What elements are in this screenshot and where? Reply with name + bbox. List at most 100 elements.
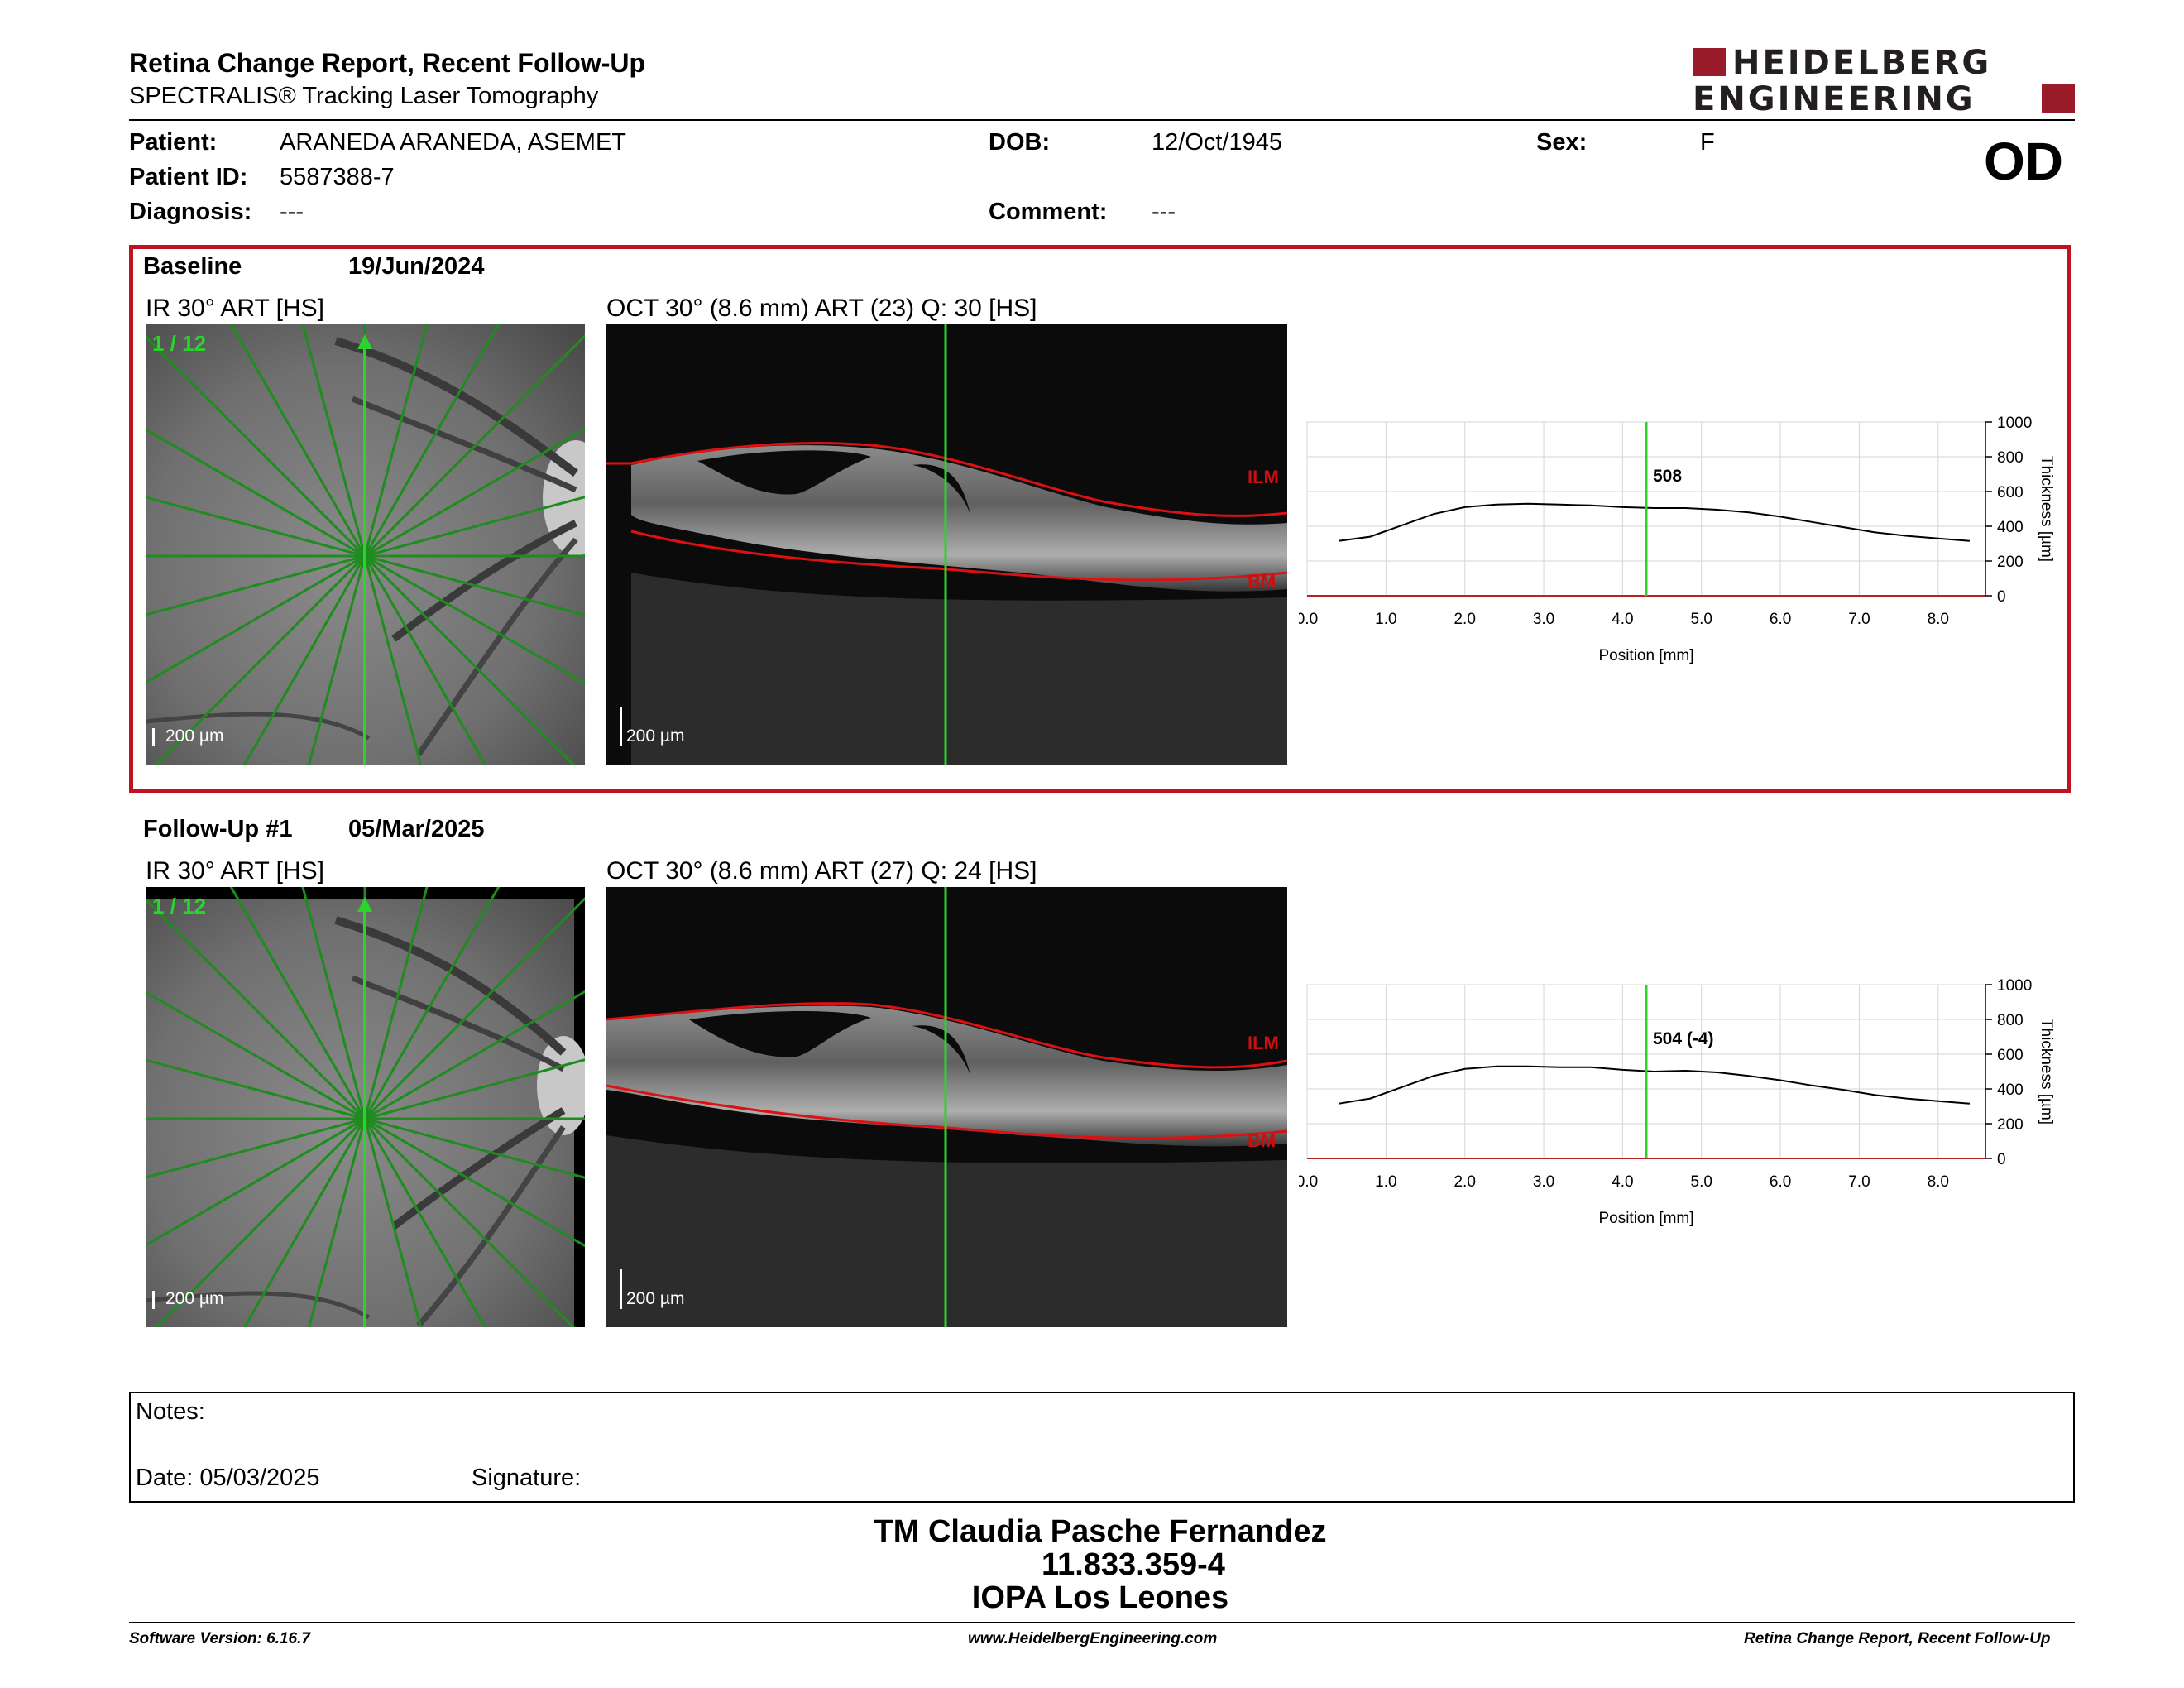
- followup-ir-scale-label: 200 µm: [165, 1289, 224, 1308]
- followup-ilm-line: [606, 1002, 1287, 1069]
- y-axis-label: Thickness [µm]: [2038, 1019, 2055, 1125]
- x-tick-label: 6.0: [1770, 611, 1791, 628]
- y-tick-label: 0: [1997, 1151, 2006, 1168]
- followup-date: 05/Mar/2025: [348, 816, 485, 842]
- signer-name: TM Claudia Pasche Fernandez: [874, 1514, 1327, 1549]
- footer-divider: [129, 1622, 2075, 1623]
- y-tick-label: 1000: [1997, 977, 2032, 995]
- x-tick-label: 1.0: [1375, 1173, 1396, 1191]
- baseline-date: 19/Jun/2024: [348, 253, 485, 280]
- scan-direction-arrow: [357, 334, 372, 349]
- x-tick-label: 2.0: [1454, 611, 1475, 628]
- y-tick-label: 600: [1997, 1047, 2024, 1064]
- y-tick-label: 1000: [1997, 415, 2032, 432]
- patient-label: Patient:: [129, 129, 218, 156]
- report-title: Retina Change Report, Recent Follow-Up: [129, 48, 646, 78]
- dob-value: 12/Oct/1945: [1152, 129, 1282, 156]
- y-tick-label: 400: [1997, 519, 2024, 536]
- followup-bm-label: BM: [1248, 1130, 1276, 1151]
- notes-box: [129, 1392, 2075, 1503]
- patient-id-label: Patient ID:: [129, 164, 248, 190]
- sex-value: F: [1700, 129, 1715, 156]
- y-tick-label: 400: [1997, 1081, 2024, 1099]
- diagnosis-value: ---: [280, 199, 304, 225]
- x-tick-label: 0.0: [1299, 611, 1318, 628]
- comment-value: ---: [1152, 199, 1176, 225]
- x-tick-label: 5.0: [1691, 611, 1712, 628]
- x-tick-label: 8.0: [1928, 611, 1949, 628]
- software-version: Software Version: 6.16.7: [129, 1630, 310, 1647]
- comment-label: Comment:: [989, 199, 1108, 225]
- signer-institution: IOPA Los Leones: [971, 1580, 1229, 1615]
- thickness-series-line: [1338, 1065, 1970, 1105]
- baseline-bm-line: [630, 530, 1287, 582]
- followup-oct-scale-bar: [620, 1269, 622, 1309]
- y-tick-label: 800: [1997, 449, 2024, 467]
- signer-id: 11.833.359-4: [1042, 1547, 1225, 1582]
- patient-id: 5587388-7: [280, 164, 395, 190]
- x-tick-label: 3.0: [1533, 1173, 1554, 1191]
- baseline-thickness-chart: 0.0 1.0 2.0 3.0 4.0 5.0 6.0 7.0 8.0 0 200 400 600 800…: [1299, 415, 2055, 664]
- dob-label: DOB:: [989, 129, 1051, 156]
- baseline-fundus-svg: [146, 324, 585, 765]
- followup-oct-bscan-image: ILM BM 200 µm: [606, 887, 1287, 1327]
- baseline-ilm-line: [606, 441, 1287, 517]
- x-axis-label: Position [mm]: [1598, 647, 1693, 664]
- followup-oct-scale-label: 200 µm: [626, 1289, 685, 1308]
- x-tick-label: 5.0: [1691, 1173, 1712, 1191]
- footer-report-name: Retina Change Report, Recent Follow-Up: [1744, 1630, 2051, 1647]
- x-tick-label: 1.0: [1375, 611, 1396, 628]
- x-tick-label: 2.0: [1454, 1173, 1475, 1191]
- y-axis-label: Thickness [µm]: [2038, 456, 2055, 562]
- website-link[interactable]: www.HeidelbergEngineering.com: [968, 1630, 1218, 1647]
- x-tick-label: 6.0: [1770, 1173, 1791, 1191]
- logo-square-bottom: [2042, 84, 2075, 113]
- baseline-ir-scale-bar: [152, 728, 155, 746]
- eye-indicator: OD: [1984, 132, 2063, 191]
- followup-thickness-chart: 0.0 1.0 2.0 3.0 4.0 5.0 6.0 7.0 8.0 0 200 400 600 800…: [1299, 977, 2055, 1227]
- followup-ir-fundus-image: 1 / 12 200 µm: [146, 887, 585, 1327]
- scan-direction-arrow: [357, 897, 372, 912]
- y-tick-label: 200: [1997, 554, 2024, 571]
- x-tick-label: 3.0: [1533, 611, 1554, 628]
- x-tick-label: 4.0: [1612, 611, 1633, 628]
- followup-ir-scale-bar: [152, 1291, 155, 1309]
- marker-value-label: 504 (-4): [1653, 1029, 1714, 1048]
- patient-name: ARANEDA ARANEDA, ASEMET: [280, 129, 627, 156]
- baseline-oct-scale-bar: [620, 707, 622, 746]
- y-tick-label: 600: [1997, 484, 2024, 501]
- signature-label: Signature:: [472, 1465, 582, 1491]
- baseline-oct-svg: [606, 324, 1287, 765]
- diagnosis-label: Diagnosis:: [129, 199, 252, 225]
- followup-label: Follow-Up #1: [143, 816, 293, 842]
- x-tick-label: 7.0: [1848, 1173, 1870, 1191]
- logo-line2: ENGINEERING: [1693, 80, 1976, 118]
- x-tick-label: 8.0: [1928, 1173, 1949, 1191]
- notes-date: Date: 05/03/2025: [136, 1465, 320, 1491]
- followup-scan-counter: 1 / 12: [152, 894, 207, 918]
- baseline-scan-counter: 1 / 12: [152, 331, 207, 356]
- thickness-series-line: [1338, 502, 1970, 542]
- y-tick-label: 200: [1997, 1116, 2024, 1134]
- baseline-label: Baseline: [143, 253, 242, 280]
- report-subtitle: SPECTRALIS® Tracking Laser Tomography: [129, 83, 599, 109]
- logo-line1: HEIDELBERG: [1732, 44, 1992, 82]
- followup-bm-line: [606, 1084, 1287, 1140]
- followup-ir-title: IR 30° ART [HS]: [146, 857, 324, 885]
- sex-label: Sex:: [1536, 129, 1588, 156]
- baseline-ir-title: IR 30° ART [HS]: [146, 295, 324, 322]
- baseline-highlight-frame: [129, 245, 2071, 793]
- baseline-oct-bscan-image: ILM BM 200 µm: [606, 324, 1287, 765]
- followup-fundus-svg: [146, 887, 585, 1327]
- followup-oct-svg: [606, 887, 1287, 1327]
- marker-value-label: 508: [1653, 467, 1682, 486]
- x-tick-label: 4.0: [1612, 1173, 1633, 1191]
- baseline-bm-label: BM: [1248, 571, 1276, 592]
- x-tick-label: 0.0: [1299, 1173, 1318, 1191]
- baseline-ilm-label: ILM: [1248, 467, 1279, 487]
- baseline-ir-fundus-image: 1 / 12 200 µm: [146, 324, 585, 765]
- baseline-oct-title: OCT 30° (8.6 mm) ART (23) Q: 30 [HS]: [606, 295, 1037, 322]
- baseline-oct-scale-label: 200 µm: [626, 727, 685, 746]
- baseline-ir-scale-label: 200 µm: [165, 727, 224, 746]
- y-tick-label: 0: [1997, 588, 2006, 606]
